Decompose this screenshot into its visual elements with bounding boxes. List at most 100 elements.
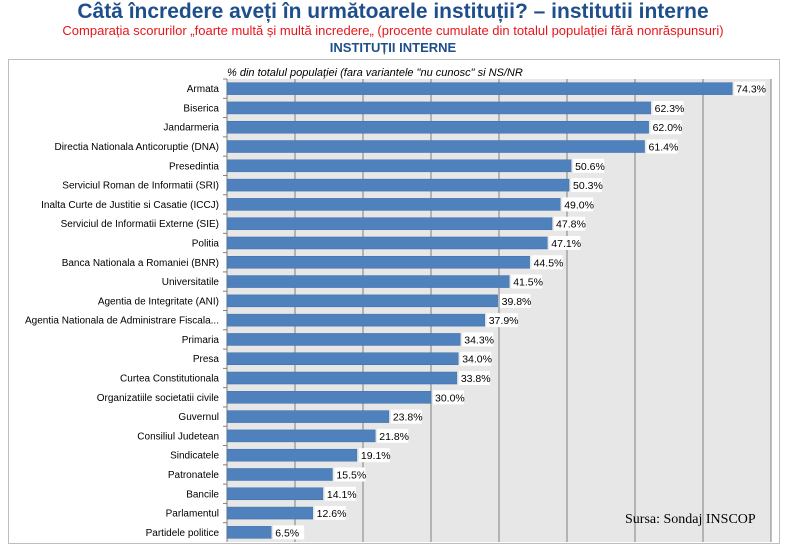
- data-label: 19.1%: [361, 450, 391, 462]
- data-label-bg: [273, 525, 305, 540]
- data-label-bg: [433, 390, 464, 405]
- data-label: 41.5%: [513, 277, 543, 289]
- bar: [226, 448, 358, 462]
- category-label: Partidele politice: [146, 528, 220, 539]
- data-label: 39.8%: [502, 296, 532, 308]
- section-heading: INSTITUȚII INTERNE: [329, 40, 457, 55]
- bar: [226, 371, 458, 385]
- bar: [226, 333, 461, 346]
- data-label: 6.5%: [275, 527, 299, 539]
- bar: [226, 120, 649, 134]
- bar: [226, 159, 572, 173]
- data-label-bg: [390, 409, 422, 424]
- bar: [226, 140, 645, 153]
- bar: [226, 429, 376, 443]
- bar: [226, 391, 432, 404]
- bar: [226, 217, 553, 230]
- category-label: Organizatiile societatii civile: [97, 393, 220, 404]
- data-label-bg: [650, 120, 682, 135]
- data-label-bg: [734, 81, 766, 96]
- bar: [226, 410, 390, 423]
- bar: [226, 101, 651, 115]
- data-label: 62.3%: [655, 103, 685, 115]
- category-label: Guvernul: [178, 412, 219, 423]
- data-label: 61.4%: [649, 142, 679, 154]
- category-label: Serviciul de Informatii Externe (SIE): [61, 219, 219, 230]
- category-label: Patronatele: [168, 470, 220, 481]
- category-label: Banca Nationala a Romaniei (BNR): [62, 258, 219, 269]
- bar: [226, 468, 333, 481]
- data-label: 47.1%: [551, 238, 581, 250]
- page-title: Câtă încredere aveți în următoarele inst…: [77, 0, 709, 23]
- data-label-bg: [334, 467, 366, 482]
- bar: [226, 526, 272, 539]
- bar: [226, 82, 733, 95]
- data-label: 50.3%: [573, 180, 603, 192]
- data-label-bg: [554, 216, 586, 231]
- data-label: 23.8%: [393, 412, 423, 424]
- bar: [226, 236, 548, 250]
- bar: [226, 352, 459, 365]
- data-label-bg: [571, 178, 603, 193]
- chart-title: % din totalul populaţiei (fara variantel…: [227, 67, 523, 79]
- data-label-bg: [646, 139, 678, 154]
- category-label: Biserica: [183, 103, 219, 114]
- bar: [226, 294, 498, 308]
- data-label: 62.0%: [653, 122, 683, 134]
- data-label-bg: [458, 371, 490, 386]
- source-note: Sursa: Sondaj INSCOP: [625, 512, 756, 527]
- data-label: 33.8%: [461, 373, 491, 385]
- data-label-bg: [462, 332, 494, 347]
- bar: [226, 178, 570, 192]
- category-label: Universitatile: [162, 277, 220, 288]
- data-label-bg: [486, 313, 518, 328]
- category-label: Primaria: [182, 335, 220, 346]
- category-label: Agentia de Integritate (ANI): [98, 296, 219, 307]
- data-label: 50.6%: [575, 161, 605, 173]
- data-label-bg: [499, 293, 531, 308]
- data-label: 47.8%: [556, 219, 586, 231]
- bar: [226, 198, 561, 211]
- data-label-bg: [324, 486, 356, 501]
- bar: [226, 487, 324, 501]
- data-label: 14.1%: [327, 489, 357, 501]
- category-label: Serviciul Roman de Informatii (SRI): [62, 181, 219, 192]
- data-label-bg: [573, 158, 605, 173]
- category-label: Politia: [192, 238, 220, 249]
- data-label-bg: [460, 351, 492, 366]
- data-label: 30.0%: [435, 392, 465, 404]
- category-label: Inalta Curte de Justitie si Casatie (ICC…: [41, 200, 219, 211]
- data-label: 34.3%: [464, 334, 494, 346]
- category-label: Jandarmeria: [163, 123, 219, 134]
- page-subtitle: Comparația scorurilor „foarte multă și m…: [62, 23, 724, 38]
- chart-frame: [8, 59, 780, 544]
- data-label-bg: [314, 506, 346, 521]
- bar: [226, 506, 313, 520]
- data-label-bg: [652, 100, 684, 115]
- category-label: Armata: [187, 84, 220, 95]
- category-label: Directia Nationala Anticoruptie (DNA): [54, 142, 219, 153]
- data-label: 74.3%: [736, 84, 766, 96]
- category-label: Agentia Nationala de Administrare Fiscal…: [25, 316, 219, 327]
- data-label: 44.5%: [534, 257, 564, 269]
- data-label-bg: [377, 428, 409, 443]
- category-label: Sindicatele: [170, 451, 219, 462]
- category-label: Consiliul Judetean: [137, 431, 219, 442]
- data-label-bg: [562, 197, 594, 212]
- data-label-bg: [511, 274, 543, 289]
- category-label: Presedintia: [169, 161, 219, 172]
- data-label: 12.6%: [317, 508, 347, 520]
- data-label: 15.5%: [336, 469, 366, 481]
- bar: [226, 313, 485, 327]
- data-label-bg: [531, 255, 563, 270]
- data-label-bg: [549, 235, 581, 250]
- data-label: 34.0%: [462, 354, 492, 366]
- data-label-bg: [358, 448, 390, 463]
- data-label: 21.8%: [379, 431, 409, 443]
- category-label: Bancile: [186, 489, 219, 500]
- category-label: Curtea Constitutionala: [120, 374, 219, 385]
- bar: [226, 256, 530, 269]
- category-label: Presa: [193, 354, 220, 365]
- bar: [226, 275, 510, 288]
